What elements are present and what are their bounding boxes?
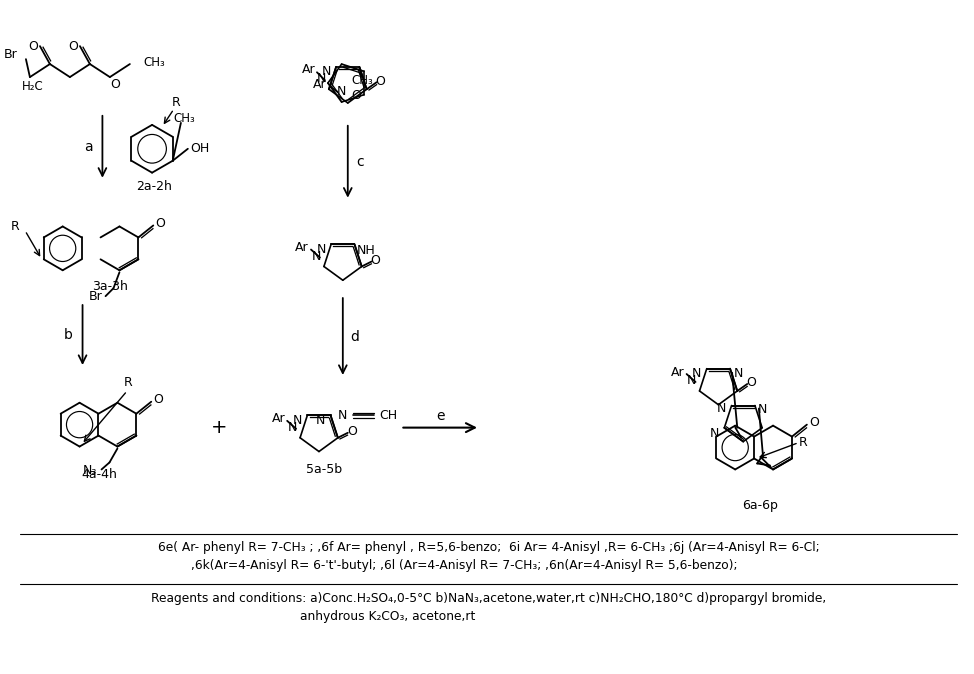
Text: N: N (321, 65, 331, 78)
Text: N: N (758, 403, 768, 416)
Text: O: O (746, 377, 756, 390)
Text: N: N (316, 414, 325, 427)
Text: O: O (68, 40, 78, 53)
Text: N: N (687, 375, 696, 388)
Text: R: R (799, 436, 807, 449)
Text: N: N (312, 250, 320, 263)
Text: 6a-6p: 6a-6p (742, 499, 778, 512)
Text: O: O (371, 254, 381, 267)
Text: Reagents and conditions: a)Conc.H₂SO₄,0-5°C b)NaN₃,acetone,water,rt c)NH₂CHO,180: Reagents and conditions: a)Conc.H₂SO₄,0-… (151, 592, 827, 605)
Text: Ar: Ar (295, 241, 309, 254)
Text: anhydrous K₂CO₃, acetone,rt: anhydrous K₂CO₃, acetone,rt (300, 611, 475, 623)
Text: O: O (376, 75, 386, 88)
Text: N: N (693, 367, 701, 380)
Text: a: a (84, 140, 93, 154)
Text: N: N (710, 427, 719, 440)
Text: 5a-5b: 5a-5b (306, 463, 342, 476)
Text: O: O (110, 78, 120, 90)
Text: CH₃: CH₃ (144, 55, 166, 69)
Text: R: R (11, 220, 19, 233)
Text: 6e( Ar- phenyl R= 7-CH₃ ; ,6f Ar= phenyl , R=5,6-benzo;  6i Ar= 4-Anisyl ,R= 6-C: 6e( Ar- phenyl R= 7-CH₃ ; ,6f Ar= phenyl… (158, 541, 820, 553)
Text: Br: Br (89, 290, 102, 303)
Text: H₂C: H₂C (22, 80, 44, 92)
Text: Ar: Ar (302, 63, 316, 75)
Text: O: O (808, 416, 819, 429)
Text: CH: CH (379, 409, 397, 422)
Text: N: N (318, 71, 326, 85)
Text: Ar: Ar (671, 365, 685, 379)
Text: O: O (347, 425, 356, 438)
Text: R: R (124, 376, 132, 390)
Text: +: + (210, 418, 227, 437)
Text: Br: Br (4, 48, 18, 61)
Text: NH: NH (357, 244, 376, 257)
Text: Ar: Ar (313, 78, 326, 90)
Text: O: O (155, 217, 166, 230)
Text: N: N (287, 421, 297, 434)
Text: 4a-4h: 4a-4h (82, 468, 118, 481)
Text: N: N (292, 414, 302, 427)
Text: CH₃: CH₃ (352, 74, 373, 88)
Text: O: O (351, 88, 360, 102)
Text: CH₃: CH₃ (173, 113, 195, 125)
Text: N: N (337, 84, 347, 98)
Text: Ar: Ar (272, 412, 285, 425)
Text: N: N (338, 409, 348, 422)
Text: N₃: N₃ (83, 464, 96, 477)
Text: N: N (717, 402, 727, 415)
Text: ,6k(Ar=4-Anisyl R= 6-'t'-butyl; ,6l (Ar=4-Anisyl R= 7-CH₃; ,6n(Ar=4-Anisyl R= 5,: ,6k(Ar=4-Anisyl R= 6-'t'-butyl; ,6l (Ar=… (191, 559, 737, 572)
Text: OH: OH (190, 142, 209, 155)
Text: b: b (64, 328, 73, 342)
Text: c: c (356, 155, 363, 168)
Text: N: N (317, 243, 326, 255)
Text: 2a-2h: 2a-2h (136, 180, 172, 193)
Text: R: R (171, 96, 180, 109)
Text: d: d (351, 330, 359, 344)
Text: O: O (28, 40, 38, 53)
Text: 3a-3h: 3a-3h (93, 280, 129, 293)
Text: e: e (436, 408, 444, 423)
Text: N: N (733, 367, 743, 380)
Text: O: O (153, 393, 163, 406)
